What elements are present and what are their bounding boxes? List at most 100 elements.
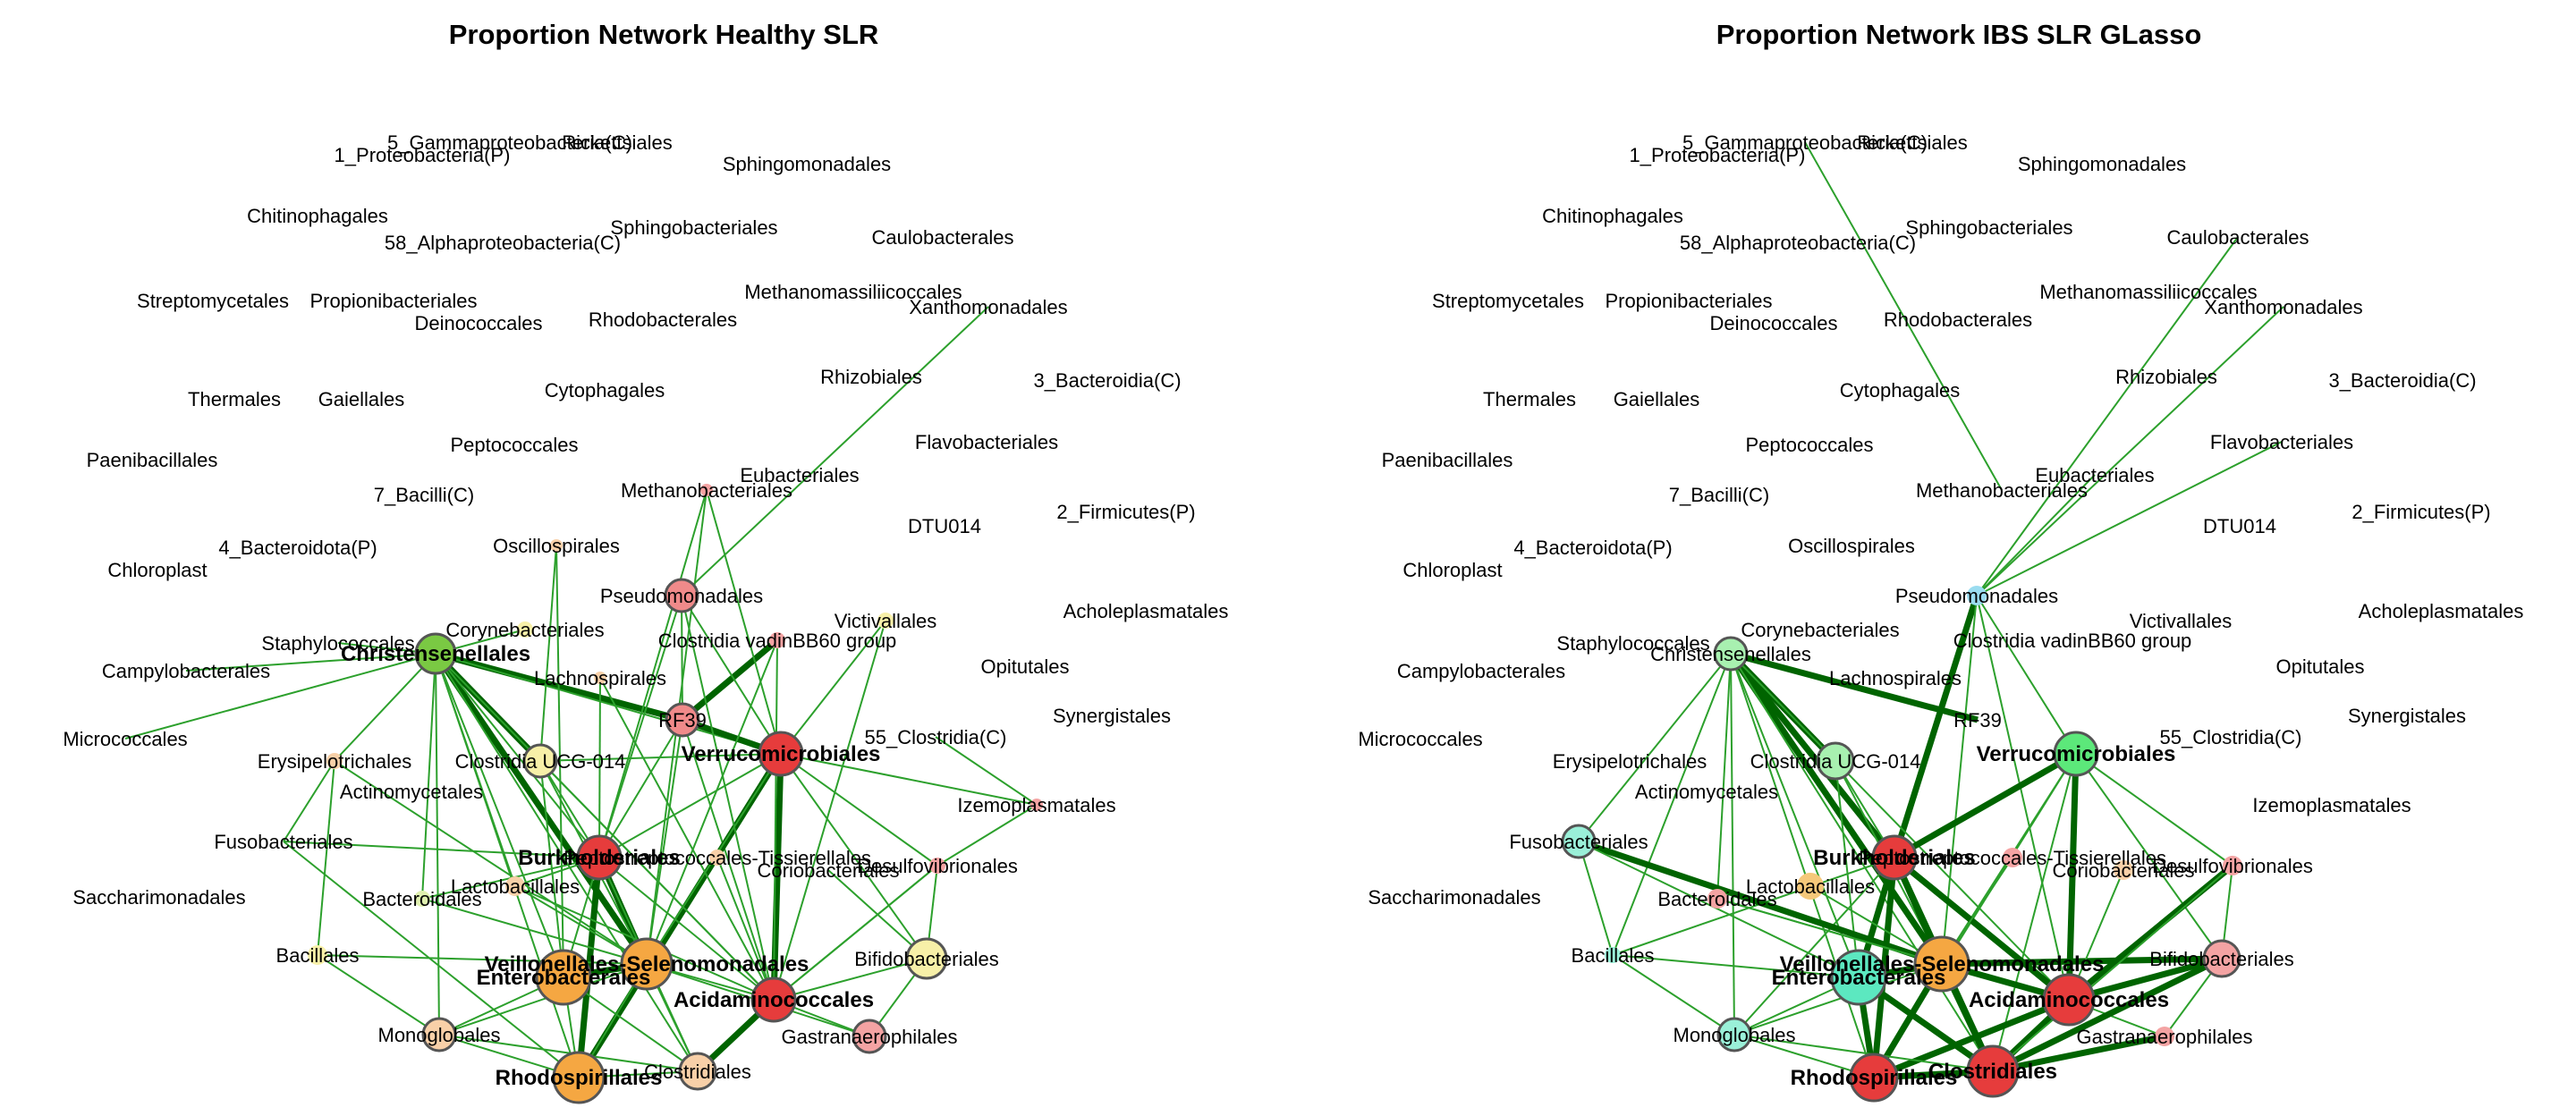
network-node xyxy=(750,976,797,1023)
node-label: Rhodospirillales xyxy=(1791,1066,1958,1090)
network-edge xyxy=(1612,857,1895,956)
network-edge xyxy=(435,653,699,1072)
node-label: Verrucomicrobiales xyxy=(682,742,881,766)
node-label: Fusobacteriales xyxy=(214,831,352,853)
node-label: Clostridiales xyxy=(644,1061,751,1083)
network-edge xyxy=(1578,841,1614,956)
network-node xyxy=(2202,939,2241,978)
network-node xyxy=(517,621,533,638)
network-edge xyxy=(421,653,436,900)
network-node xyxy=(2042,973,2096,1027)
node-label: Propionibacteriales xyxy=(309,290,477,312)
network-edge xyxy=(1612,954,1735,1036)
node-label: Izemoplasmatales xyxy=(957,794,1115,816)
network-node xyxy=(1816,741,1855,781)
network-edge xyxy=(1733,963,1943,1036)
node-label: Sphingomonadales xyxy=(2018,153,2186,175)
node-label: Chloroplast xyxy=(1402,559,1502,581)
node-label: Lachnospirales xyxy=(1829,667,1962,689)
node-label: Acholeplasmatales xyxy=(2359,600,2524,622)
network-edge xyxy=(935,736,1038,806)
network-edge xyxy=(124,653,436,740)
network-edge xyxy=(1976,441,2283,596)
network-node xyxy=(665,702,700,738)
node-label: Peptococcales xyxy=(1745,434,1873,456)
network-edge xyxy=(1804,141,2003,491)
node-label: Erysipelotrichales xyxy=(258,750,411,773)
panel-healthy: Proportion Network Healthy SLR 5_Gammapr… xyxy=(63,19,1228,1104)
network-edge xyxy=(1578,653,1732,842)
node-label: 2_Firmicutes(P) xyxy=(1056,501,1195,523)
network-edge xyxy=(2075,753,2223,960)
network-edge xyxy=(1577,838,1944,968)
node-label: Bifidobacteriales xyxy=(854,948,998,970)
node-label: Gaiellales xyxy=(318,388,405,410)
network-edge xyxy=(1992,865,2233,1072)
network-node xyxy=(326,753,343,769)
network-edge xyxy=(317,954,648,965)
network-edge xyxy=(1578,841,1860,978)
node-label: Oscillospirales xyxy=(493,535,620,557)
network-node xyxy=(414,632,457,675)
node-layer xyxy=(1561,586,2242,1103)
network-edge xyxy=(1976,236,2239,596)
network-edge xyxy=(283,841,580,1078)
node-label: 1_Proteobacteria(P) xyxy=(1630,144,1806,166)
node-label: Saccharimonadales xyxy=(1368,886,1540,909)
node-label: 55_Clostridia(C) xyxy=(865,726,1007,748)
network-edge xyxy=(1976,595,2077,755)
network-edge xyxy=(421,898,648,965)
node-label: Gastranaerophilales xyxy=(782,1026,958,1048)
network-edge xyxy=(682,719,775,1001)
network-edge xyxy=(317,954,440,1036)
node-label: Burkholderiales xyxy=(1813,846,1975,870)
network-edge xyxy=(334,653,436,762)
node-label: Bacillales xyxy=(1572,944,1655,967)
node-label: Synergistales xyxy=(2348,705,2466,727)
node-label: Streptomycetales xyxy=(137,290,289,312)
node-label: Pseudomonadales xyxy=(1895,585,2058,607)
panel-title: Proportion Network Healthy SLR xyxy=(449,19,879,50)
node-label: Rhodobacterales xyxy=(1884,309,2032,331)
network-edge xyxy=(1992,753,2077,1072)
network-edge xyxy=(1892,855,2072,1002)
network-edge xyxy=(2068,955,2223,1003)
network-edge xyxy=(1893,750,2078,861)
node-label: Opitutales xyxy=(2275,655,2364,678)
node-label: 55_Clostridia(C) xyxy=(2160,726,2302,748)
network-node xyxy=(1707,889,1727,909)
network-node xyxy=(550,539,563,552)
network-edge xyxy=(936,804,1038,867)
node-label: Fusobacteriales xyxy=(1509,831,1648,853)
network-edge xyxy=(646,639,778,965)
network-node xyxy=(1713,636,1749,672)
network-node xyxy=(1849,1053,1899,1103)
node-label: Cytophagales xyxy=(1840,379,1961,402)
node-label: Acidaminococcales xyxy=(1969,988,2169,1012)
node-label: Rickettsiales xyxy=(562,131,672,154)
node-label: Pseudomonadales xyxy=(600,585,763,607)
node-label: Saccharimonadales xyxy=(72,886,245,909)
network-edge xyxy=(539,753,782,762)
network-edge xyxy=(438,963,648,1036)
node-label: Lactobacillales xyxy=(451,875,580,898)
network-node xyxy=(769,632,785,648)
network-edge xyxy=(1941,955,2223,968)
network-node xyxy=(2155,1027,2174,1046)
network-edge xyxy=(1733,857,1895,1036)
node-label: Lactobacillales xyxy=(1746,875,1875,898)
network-edge xyxy=(1976,595,2070,1001)
network-edge xyxy=(317,760,335,956)
node-label: Burkholderiales xyxy=(518,846,680,870)
node-label: 7_Bacilli(C) xyxy=(1669,484,1769,506)
node-layer xyxy=(308,484,1043,1104)
node-label: Deinococcales xyxy=(414,312,542,334)
network-edge xyxy=(598,595,682,858)
node-label: Victivallales xyxy=(2130,610,2233,632)
network-node xyxy=(552,1051,606,1104)
node-label: Campylobacterales xyxy=(1397,660,1565,682)
node-label: Enterobacterales xyxy=(1772,966,1946,990)
node-label: Actinomycetales xyxy=(1635,781,1778,803)
network-node xyxy=(2003,848,2022,867)
